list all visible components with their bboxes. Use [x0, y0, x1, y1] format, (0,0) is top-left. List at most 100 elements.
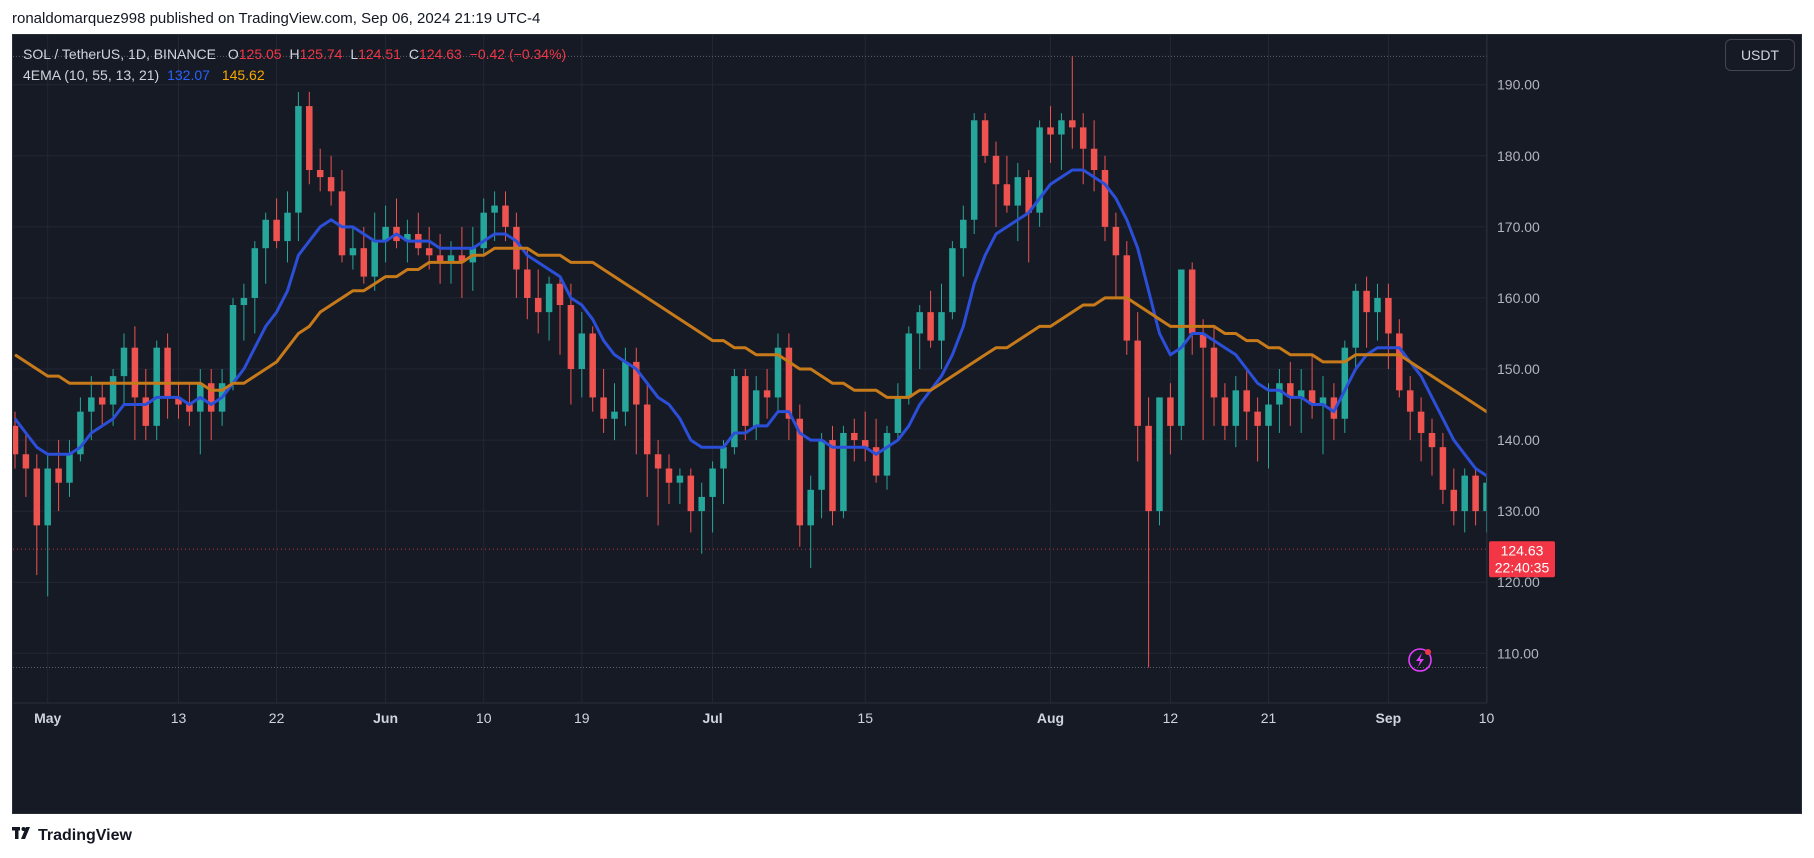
candle-up[interactable]	[404, 233, 411, 242]
chart-panel[interactable]: 110.00 120.00 130.00 140.00 150.00 160.00 170.…	[12, 34, 1802, 814]
candle-down[interactable]	[1406, 390, 1414, 412]
time-axis[interactable]	[13, 703, 1487, 733]
candle-up[interactable]	[916, 312, 923, 334]
candle-up[interactable]	[578, 333, 586, 369]
candle-down[interactable]	[131, 347, 139, 398]
candle-down[interactable]	[273, 219, 280, 242]
tradingview-brand[interactable]: TradingView	[12, 826, 132, 845]
candle-up[interactable]	[1156, 397, 1163, 512]
candle-up[interactable]	[840, 432, 847, 512]
candle-up[interactable]	[240, 297, 248, 306]
candle-up[interactable]	[447, 255, 455, 263]
candle-down[interactable]	[1472, 475, 1479, 512]
candle-down[interactable]	[142, 397, 150, 426]
candle-down[interactable]	[1210, 347, 1218, 398]
candle-up[interactable]	[720, 447, 727, 469]
candle-up[interactable]	[1232, 390, 1240, 426]
candle-up[interactable]	[491, 205, 498, 213]
candle-up[interactable]	[949, 248, 956, 313]
candle-up[interactable]	[611, 411, 618, 419]
candle-down[interactable]	[796, 418, 804, 526]
candle-down[interactable]	[567, 305, 575, 369]
candle-down[interactable]	[1385, 297, 1392, 334]
candle-up[interactable]	[1297, 390, 1305, 398]
candle-up[interactable]	[382, 226, 389, 242]
candle-down[interactable]	[1003, 184, 1011, 206]
candle-up[interactable]	[88, 397, 95, 412]
candle-down[interactable]	[992, 155, 1000, 185]
candle-up[interactable]	[295, 106, 302, 213]
candle-down[interactable]	[22, 454, 30, 469]
candle-down[interactable]	[1254, 411, 1261, 426]
candle-down[interactable]	[1439, 447, 1447, 490]
candle-down[interactable]	[927, 312, 934, 341]
candle-up[interactable]	[153, 347, 160, 426]
candle-down[interactable]	[534, 297, 542, 313]
candle-up[interactable]	[1036, 127, 1043, 213]
candle-down[interactable]	[1450, 489, 1458, 512]
lightning-icon[interactable]	[1408, 648, 1432, 672]
candle-down[interactable]	[556, 283, 564, 306]
candle-down[interactable]	[55, 468, 62, 483]
candle-down[interactable]	[13, 425, 19, 455]
candle-up[interactable]	[349, 248, 357, 256]
candle-up[interactable]	[109, 376, 117, 405]
candle-up[interactable]	[970, 120, 978, 220]
candle-down[interactable]	[687, 475, 695, 512]
candle-down[interactable]	[164, 347, 171, 398]
candle-down[interactable]	[425, 248, 433, 256]
candle-down[interactable]	[1112, 226, 1120, 256]
candle-down[interactable]	[175, 397, 182, 405]
candle-down[interactable]	[1243, 390, 1250, 412]
candle-down[interactable]	[1287, 383, 1294, 398]
candle-up[interactable]	[545, 283, 553, 313]
candle-down[interactable]	[633, 361, 640, 405]
candle-down[interactable]	[665, 468, 673, 483]
candle-up[interactable]	[1276, 383, 1283, 405]
candle-down[interactable]	[1221, 397, 1229, 426]
candle-down[interactable]	[306, 106, 313, 171]
candle-up[interactable]	[1265, 404, 1272, 426]
candle-up[interactable]	[1352, 290, 1359, 348]
candle-up[interactable]	[960, 219, 967, 249]
candle-up[interactable]	[807, 489, 814, 526]
ema-fast-line[interactable]	[13, 168, 1521, 499]
candle-up[interactable]	[905, 333, 913, 398]
candle-up[interactable]	[284, 212, 291, 242]
candle-up[interactable]	[229, 305, 237, 384]
candle-down[interactable]	[1167, 397, 1174, 426]
candle-up[interactable]	[77, 411, 84, 455]
candle-down[interactable]	[360, 248, 368, 277]
candle-down[interactable]	[829, 440, 836, 512]
candle-up[interactable]	[1374, 297, 1381, 313]
candle-down[interactable]	[742, 376, 749, 426]
legend-symbol[interactable]: SOL / TetherUS, 1D, BINANCE	[23, 46, 216, 62]
candle-down[interactable]	[1079, 127, 1087, 149]
candle-down[interactable]	[1047, 127, 1054, 135]
candle-up[interactable]	[480, 212, 487, 249]
candle-down[interactable]	[1188, 269, 1196, 334]
candle-up[interactable]	[622, 361, 629, 412]
currency-button[interactable]: USDT	[1725, 39, 1795, 71]
candle-down[interactable]	[981, 120, 989, 156]
candle-down[interactable]	[1308, 390, 1316, 405]
candle-down[interactable]	[186, 404, 193, 412]
candle-up[interactable]	[1058, 120, 1065, 135]
candle-down[interactable]	[524, 269, 531, 298]
candle-down[interactable]	[1134, 340, 1141, 426]
candle-down[interactable]	[207, 383, 215, 412]
candle-down[interactable]	[1363, 290, 1370, 313]
candle-down[interactable]	[861, 440, 869, 448]
candle-up[interactable]	[752, 390, 760, 426]
candle-up[interactable]	[1461, 475, 1468, 512]
ema-slow-line[interactable]	[14, 246, 1521, 435]
candle-up[interactable]	[698, 496, 705, 512]
candle-down[interactable]	[1417, 411, 1425, 433]
candle-down[interactable]	[1025, 177, 1032, 213]
candle-up[interactable]	[44, 468, 51, 526]
candle-down[interactable]	[1428, 432, 1436, 448]
candle-down[interactable]	[654, 454, 662, 469]
candle-down[interactable]	[33, 468, 41, 526]
candle-down[interactable]	[338, 191, 346, 256]
price-axis[interactable]	[1487, 35, 1802, 814]
